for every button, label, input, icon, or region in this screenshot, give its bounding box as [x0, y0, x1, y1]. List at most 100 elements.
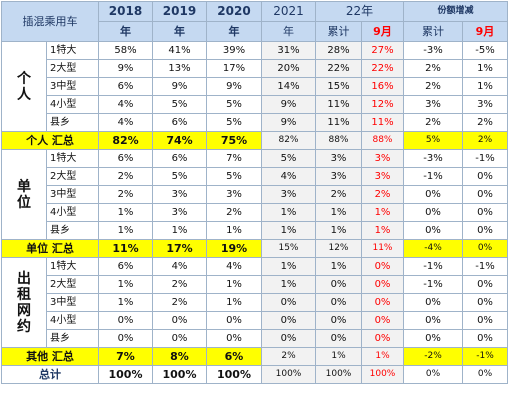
cell-dsep: 0%: [461, 293, 509, 312]
cell-dcum: -1%: [403, 167, 463, 186]
summary-cum22: 88%: [315, 131, 362, 150]
cell-cum22: 1%: [315, 203, 362, 222]
cell-cum22: 22%: [315, 59, 362, 78]
cell-v2020: 2%: [206, 203, 262, 222]
cell-v2018: 1%: [98, 221, 153, 240]
table-row: 4小型 4% 5% 5% 9% 11% 12% 3% 3%: [2, 95, 509, 114]
row-label: 县乡: [46, 113, 99, 132]
cell-dcum: 0%: [403, 203, 463, 222]
col-change-cumulative: 累计: [403, 21, 463, 42]
summary-cum22: 12%: [315, 239, 362, 258]
row-label: 县乡: [46, 221, 99, 240]
row-label: 县乡: [46, 329, 99, 348]
cell-v2019: 1%: [152, 221, 207, 240]
total-cum22: 100%: [315, 365, 362, 384]
cell-v2019: 0%: [152, 329, 207, 348]
cell-v2020: 5%: [206, 113, 262, 132]
cell-v2019: 6%: [152, 113, 207, 132]
cell-v2021: 1%: [261, 257, 316, 276]
total-sep22: 100%: [361, 365, 404, 384]
cell-v2018: 58%: [98, 41, 153, 60]
cell-v2020: 1%: [206, 293, 262, 312]
summary-v2019: 8%: [152, 347, 207, 366]
cell-sep22: 3%: [361, 149, 404, 168]
col-2020: 2020: [206, 1, 262, 22]
cell-v2021: 5%: [261, 149, 316, 168]
cell-cum22: 1%: [315, 221, 362, 240]
cell-dcum: -3%: [403, 149, 463, 168]
summary-v2021: 82%: [261, 131, 316, 150]
cell-sep22: 1%: [361, 203, 404, 222]
cell-v2018: 4%: [98, 95, 153, 114]
summary-dsep: 2%: [461, 131, 509, 150]
cell-sep22: 0%: [361, 257, 404, 276]
total-row: 总计 100% 100% 100% 100% 100% 100% 0% 0%: [1, 365, 509, 384]
table-row: 2大型 9% 13% 17% 20% 22% 22% 2% 1%: [2, 59, 509, 78]
cell-dsep: 2%: [461, 113, 509, 132]
summary-v2019: 74%: [152, 131, 207, 150]
cell-dsep: 3%: [461, 95, 509, 114]
cell-v2018: 6%: [98, 149, 153, 168]
cell-v2021: 31%: [261, 41, 316, 60]
total-dsep: 0%: [461, 365, 509, 384]
cell-cum22: 0%: [315, 275, 362, 294]
group-label: 单 位: [1, 149, 47, 240]
cell-v2019: 41%: [152, 41, 207, 60]
cell-dcum: 0%: [403, 185, 463, 204]
row-label: 3中型: [46, 77, 99, 96]
cell-sep22: 0%: [361, 311, 404, 330]
cell-v2018: 1%: [98, 203, 153, 222]
table-body: 插混乘用车 2018 2019 2020 2021 22年 份额增减 年 年 年…: [1, 1, 509, 384]
cell-v2018: 0%: [98, 329, 153, 348]
cell-sep22: 11%: [361, 113, 404, 132]
cell-v2020: 0%: [206, 329, 262, 348]
col-2018: 2018: [98, 1, 153, 22]
cell-v2019: 5%: [152, 167, 207, 186]
cell-cum22: 11%: [315, 113, 362, 132]
table-title: 插混乘用车: [1, 1, 99, 42]
row-label: 1特大: [46, 149, 99, 168]
summary-v2020: 75%: [206, 131, 262, 150]
row-label: 3中型: [46, 293, 99, 312]
row-label: 2大型: [46, 275, 99, 294]
cell-dsep: 0%: [461, 221, 509, 240]
cell-v2018: 2%: [98, 167, 153, 186]
summary-sep22: 11%: [361, 239, 404, 258]
cell-dsep: -1%: [461, 257, 509, 276]
cell-sep22: 16%: [361, 77, 404, 96]
summary-row: 单位 汇总 11% 17% 19% 15% 12% 11% -4% 0%: [1, 239, 509, 258]
share-table: 插混乘用车 2018 2019 2020 2021 22年 份额增减 年 年 年…: [1, 1, 509, 384]
cell-v2018: 6%: [98, 257, 153, 276]
col-22-sep: 9月: [361, 21, 404, 42]
col-change-sep: 9月: [461, 21, 509, 42]
cell-v2018: 4%: [98, 113, 153, 132]
cell-v2020: 0%: [206, 311, 262, 330]
cell-v2021: 14%: [261, 77, 316, 96]
cell-v2021: 4%: [261, 167, 316, 186]
row-label: 2大型: [46, 167, 99, 186]
summary-dcum: 5%: [403, 131, 463, 150]
cell-dsep: 0%: [461, 311, 509, 330]
table-row: 4小型 1% 3% 2% 1% 1% 1% 0% 0%: [2, 203, 509, 222]
summary-v2021: 15%: [261, 239, 316, 258]
cell-dsep: 0%: [461, 203, 509, 222]
cell-cum22: 3%: [315, 149, 362, 168]
cell-sep22: 22%: [361, 59, 404, 78]
cell-dsep: 0%: [461, 167, 509, 186]
table-row: 3中型 2% 3% 3% 3% 2% 2% 0% 0%: [2, 185, 509, 204]
cell-v2019: 3%: [152, 203, 207, 222]
summary-v2018: 7%: [98, 347, 153, 366]
table-row: 县乡 4% 6% 5% 9% 11% 11% 2% 2%: [2, 113, 509, 132]
cell-v2018: 6%: [98, 77, 153, 96]
cell-dcum: 2%: [403, 59, 463, 78]
cell-v2019: 5%: [152, 95, 207, 114]
table-row: 3中型 6% 9% 9% 14% 15% 16% 2% 1%: [2, 77, 509, 96]
row-label: 4小型: [46, 95, 99, 114]
cell-v2018: 1%: [98, 293, 153, 312]
cell-v2021: 1%: [261, 275, 316, 294]
table-row: 出 租 网 约 1特大 6% 4% 4% 1% 1% 0% -1% -1%: [1, 257, 509, 348]
cell-v2018: 1%: [98, 275, 153, 294]
row-label: 3中型: [46, 185, 99, 204]
col-2021-unit: 年: [261, 21, 316, 42]
cell-v2018: 0%: [98, 311, 153, 330]
